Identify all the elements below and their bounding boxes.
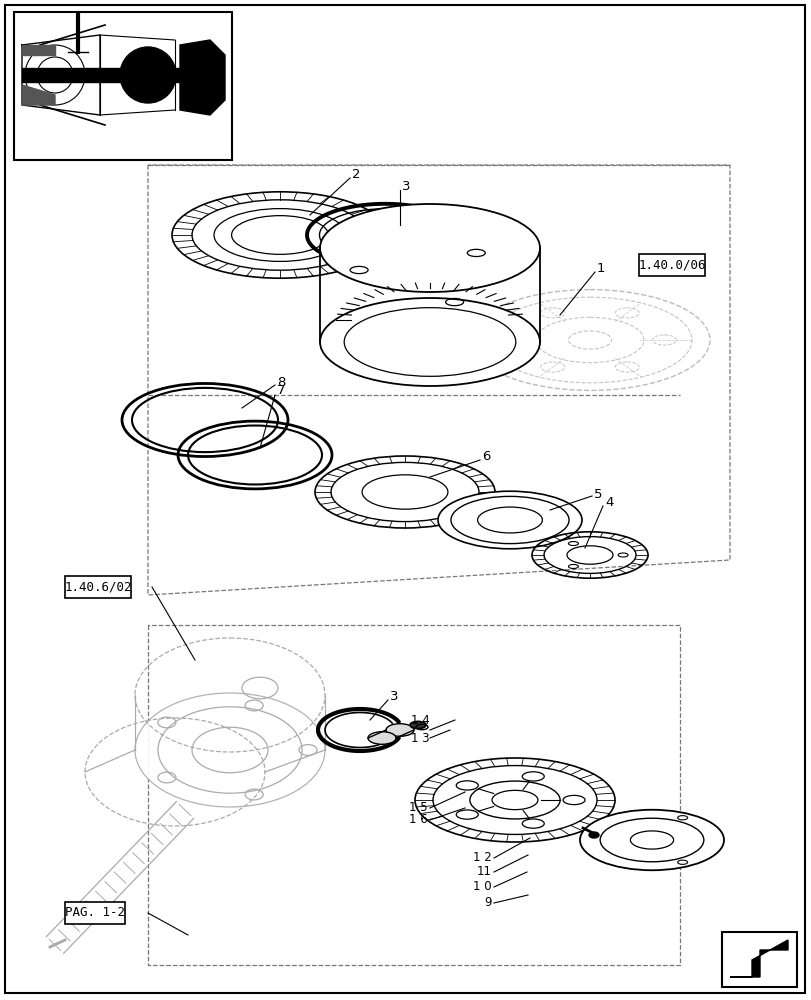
Text: 6: 6: [482, 450, 490, 464]
Text: 1: 1: [596, 262, 605, 275]
Text: 11: 11: [476, 865, 491, 878]
Polygon shape: [729, 940, 787, 977]
Text: 8: 8: [277, 376, 285, 389]
Text: 1.40.6/02: 1.40.6/02: [64, 580, 131, 593]
Text: 1 5: 1 5: [409, 801, 427, 814]
Bar: [721, 932, 796, 987]
Ellipse shape: [320, 298, 539, 386]
Ellipse shape: [437, 491, 581, 549]
Text: PAG. 1-2: PAG. 1-2: [65, 906, 125, 919]
Text: 3: 3: [389, 690, 398, 704]
Bar: [65, 576, 131, 598]
Text: 5: 5: [594, 488, 602, 500]
Circle shape: [120, 47, 176, 103]
Ellipse shape: [588, 832, 599, 838]
Text: 1 4: 1 4: [410, 714, 430, 726]
Text: 3: 3: [401, 180, 410, 193]
Ellipse shape: [320, 204, 539, 292]
Polygon shape: [180, 40, 225, 115]
Text: 7: 7: [277, 384, 285, 397]
Polygon shape: [22, 85, 55, 105]
Text: 1 6: 1 6: [409, 813, 427, 826]
Text: 4: 4: [604, 496, 612, 510]
Text: 2: 2: [351, 168, 360, 181]
Bar: [638, 254, 704, 276]
Ellipse shape: [135, 693, 324, 807]
Ellipse shape: [367, 732, 396, 744]
Text: 1 2: 1 2: [473, 851, 491, 864]
Bar: [14, 12, 232, 160]
Ellipse shape: [579, 810, 723, 870]
Text: 1 3: 1 3: [411, 732, 430, 744]
Ellipse shape: [362, 475, 448, 509]
Ellipse shape: [410, 721, 426, 729]
Text: 9: 9: [484, 896, 491, 909]
Ellipse shape: [470, 781, 560, 819]
Text: 1.40.0/06: 1.40.0/06: [637, 258, 705, 271]
Ellipse shape: [214, 209, 345, 261]
Polygon shape: [22, 45, 55, 55]
Ellipse shape: [566, 546, 612, 564]
Text: 1 0: 1 0: [473, 880, 491, 893]
Bar: [65, 902, 125, 924]
Ellipse shape: [385, 724, 414, 736]
